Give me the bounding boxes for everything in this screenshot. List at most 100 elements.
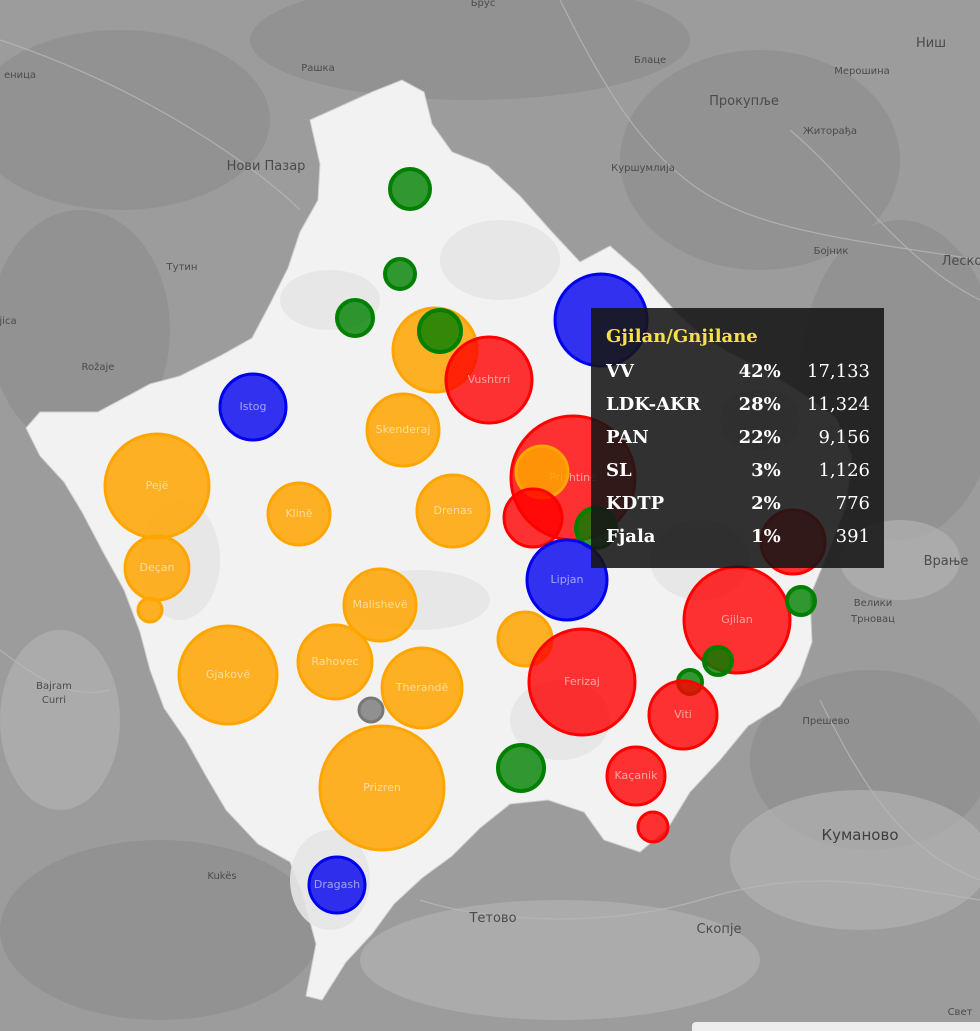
municipality-bubble[interactable] [496,743,546,793]
tooltip-row: SL 3% 1,126 [606,454,870,487]
municipality-bubble-circle[interactable] [318,724,446,852]
municipality-bubble-circle[interactable] [335,298,375,338]
party-votes: 11,324 [807,394,870,415]
municipality-bubble-circle[interactable] [496,743,546,793]
party-name: VV [606,361,634,382]
party-name: SL [606,460,632,481]
municipality-bubble[interactable]: Rahovec [296,623,374,701]
municipality-bubble-circle[interactable] [636,810,670,844]
municipality-bubble[interactable]: Gjakovë [177,624,279,726]
municipality-bubble-circle[interactable] [527,627,637,737]
municipality-bubble-circle[interactable] [605,745,667,807]
party-name: PAN [606,427,649,448]
place-label: Врање [924,554,969,569]
municipality-bubble-circle[interactable] [357,696,385,724]
party-votes: 17,133 [807,361,870,382]
municipality-bubble[interactable] [383,257,417,291]
place-label: Куршумлија [611,162,675,174]
place-label: Трновац [850,614,895,625]
municipality-bubble[interactable] [388,167,432,211]
municipality-bubble-circle[interactable] [136,596,164,624]
party-percent: 42% [738,361,781,382]
municipality-bubble[interactable]: Skenderaj [365,392,441,468]
place-label: Curri [42,695,66,706]
municipality-bubble[interactable]: Ferizaj [527,627,637,737]
municipality-bubble[interactable]: Drenas [415,473,491,549]
municipality-bubble-circle[interactable] [380,646,464,730]
municipality-bubble[interactable]: Klinë [266,481,332,547]
party-name: KDTP [606,493,665,514]
municipality-bubble-circle[interactable] [218,372,288,442]
municipality-bubble-circle[interactable] [785,585,817,617]
municipality-bubble[interactable] [136,596,164,624]
municipality-bubble-circle[interactable] [502,487,564,549]
municipality-bubble[interactable]: Istog [218,372,288,442]
place-label: Тутин [166,262,198,273]
municipality-bubble-circle[interactable] [388,167,432,211]
place-label: Бојник [814,245,849,257]
municipality-bubble-circle[interactable] [266,481,332,547]
municipality-bubble[interactable]: Therandë [380,646,464,730]
place-label: Rožaje [82,361,115,373]
place-label: Свет [948,1007,973,1018]
municipality-bubble-circle[interactable] [103,432,211,540]
tooltip-row: VV 42% 17,133 [606,355,870,388]
municipality-bubble[interactable]: Deçan [123,534,191,602]
place-label: Велики [854,598,892,609]
municipality-bubble[interactable] [502,487,564,549]
municipality-bubble[interactable] [785,585,817,617]
party-percent: 22% [738,427,781,448]
party-votes: 391 [835,526,870,547]
municipality-bubble[interactable]: Kaçanik [605,745,667,807]
municipality-bubble[interactable] [636,810,670,844]
place-label: Брус [471,0,496,9]
place-label: Леско [942,254,980,269]
municipality-bubble[interactable]: Viti [647,679,719,751]
municipality-bubble[interactable]: Gjilan [682,565,792,675]
municipality-bubble[interactable] [702,645,734,677]
place-label: Скопје [697,922,742,937]
municipality-bubble-circle[interactable] [702,645,734,677]
party-name: Fjala [606,526,656,547]
municipality-bubble-circle[interactable] [682,565,792,675]
tooltip-row: PAN 22% 9,156 [606,421,870,454]
municipality-bubble-circle[interactable] [296,623,374,701]
municipality-bubble[interactable] [335,298,375,338]
municipality-bubble-circle[interactable] [307,855,367,915]
place-label: Kukës [207,871,236,882]
municipality-bubble-circle[interactable] [415,473,491,549]
municipality-bubble[interactable]: Pejë [103,432,211,540]
municipality-bubble[interactable] [357,696,385,724]
place-label: jica [0,316,17,327]
tooltip-row: Fjala 1% 391 [606,520,870,553]
party-votes: 776 [835,493,870,514]
road-lines [0,0,980,920]
municipality-tooltip: Gjilan/Gnjilane VV 42% 17,133 LDK-AKR 28% 11,… [591,308,884,568]
place-label: Блаце [634,55,666,66]
party-percent: 28% [738,394,781,415]
place-label: Прешево [802,716,849,727]
municipality-bubble-circle[interactable] [525,538,609,622]
municipality-bubble-circle[interactable] [383,257,417,291]
municipality-bubble-circle[interactable] [123,534,191,602]
municipality-bubble[interactable]: Prizren [318,724,446,852]
municipality-bubble-circle[interactable] [417,308,463,354]
municipality-bubble-circle[interactable] [342,567,418,643]
municipality-bubble-circle[interactable] [647,679,719,751]
municipality-bubble-circle[interactable] [444,335,534,425]
place-label: Тетово [468,911,516,926]
municipality-bubble-circle[interactable] [365,392,441,468]
municipality-bubble-circle[interactable] [177,624,279,726]
municipality-bubble[interactable] [417,308,463,354]
party-percent: 1% [751,526,781,547]
place-label: еница [4,70,36,81]
party-percent: 2% [751,493,781,514]
place-label: Житорађа [803,125,857,137]
place-label: Прокупље [709,94,779,109]
party-votes: 1,126 [818,460,870,481]
municipality-bubble[interactable]: Vushtrri [444,335,534,425]
municipality-bubble[interactable]: Dragash [307,855,367,915]
party-name: LDK-AKR [606,394,701,415]
